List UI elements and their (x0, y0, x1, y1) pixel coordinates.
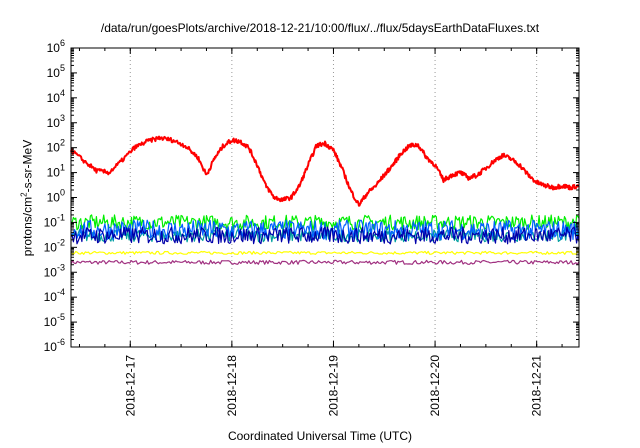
y-tick-label: 10-2 (44, 237, 65, 254)
y-tick-label: 10-1 (44, 212, 65, 229)
series-line (71, 219, 580, 241)
y-tick-label: 10-5 (44, 312, 65, 329)
chart-title: /data/run/goesPlots/archive/2018-12-21/1… (100, 21, 540, 35)
y-tick-label: 100 (47, 188, 65, 205)
y-axis-label-post: -s-sr-MeV (20, 139, 35, 193)
x-tick-label: 2018-12-18 (225, 355, 239, 417)
y-tick-label: 10-6 (44, 337, 65, 354)
axis-ticks (71, 47, 579, 348)
y-axis-label-pre: protons/cm (20, 196, 35, 257)
y-tick-label: 106 (47, 38, 65, 55)
x-tick-label: 2018-12-17 (123, 355, 137, 417)
y-tick-labels: 10-6 10-5 10-4 10-3 10-2 10-1 100 101 102 103 104 1… (44, 38, 65, 354)
series-line (70, 250, 580, 255)
series-line (70, 226, 580, 245)
x-tick-label: 2018-12-21 (530, 355, 544, 417)
plot-frame (70, 47, 580, 348)
y-tick-label: 103 (47, 113, 65, 130)
series-line (70, 259, 580, 265)
x-tick-labels: 2018-12-17 2018-12-18 2018-12-19 2018-12-20… (123, 355, 543, 417)
series-line (70, 135, 580, 207)
y-axis-label-sup: 2 (19, 192, 29, 197)
x-tick-label: 2018-12-19 (326, 355, 340, 417)
y-tick-label: 102 (47, 138, 65, 155)
y-tick-label: 101 (47, 163, 65, 180)
y-tick-label: 10-4 (44, 287, 65, 304)
y-tick-label: 10-3 (44, 262, 65, 279)
y-tick-label: 104 (47, 88, 65, 105)
series-lines (70, 135, 580, 265)
x-axis-label: Coordinated Universal Time (UTC) (227, 429, 413, 443)
x-gridlines (129, 48, 538, 347)
y-tick-label: 105 (47, 63, 65, 80)
x-tick-label: 2018-12-20 (428, 355, 442, 417)
